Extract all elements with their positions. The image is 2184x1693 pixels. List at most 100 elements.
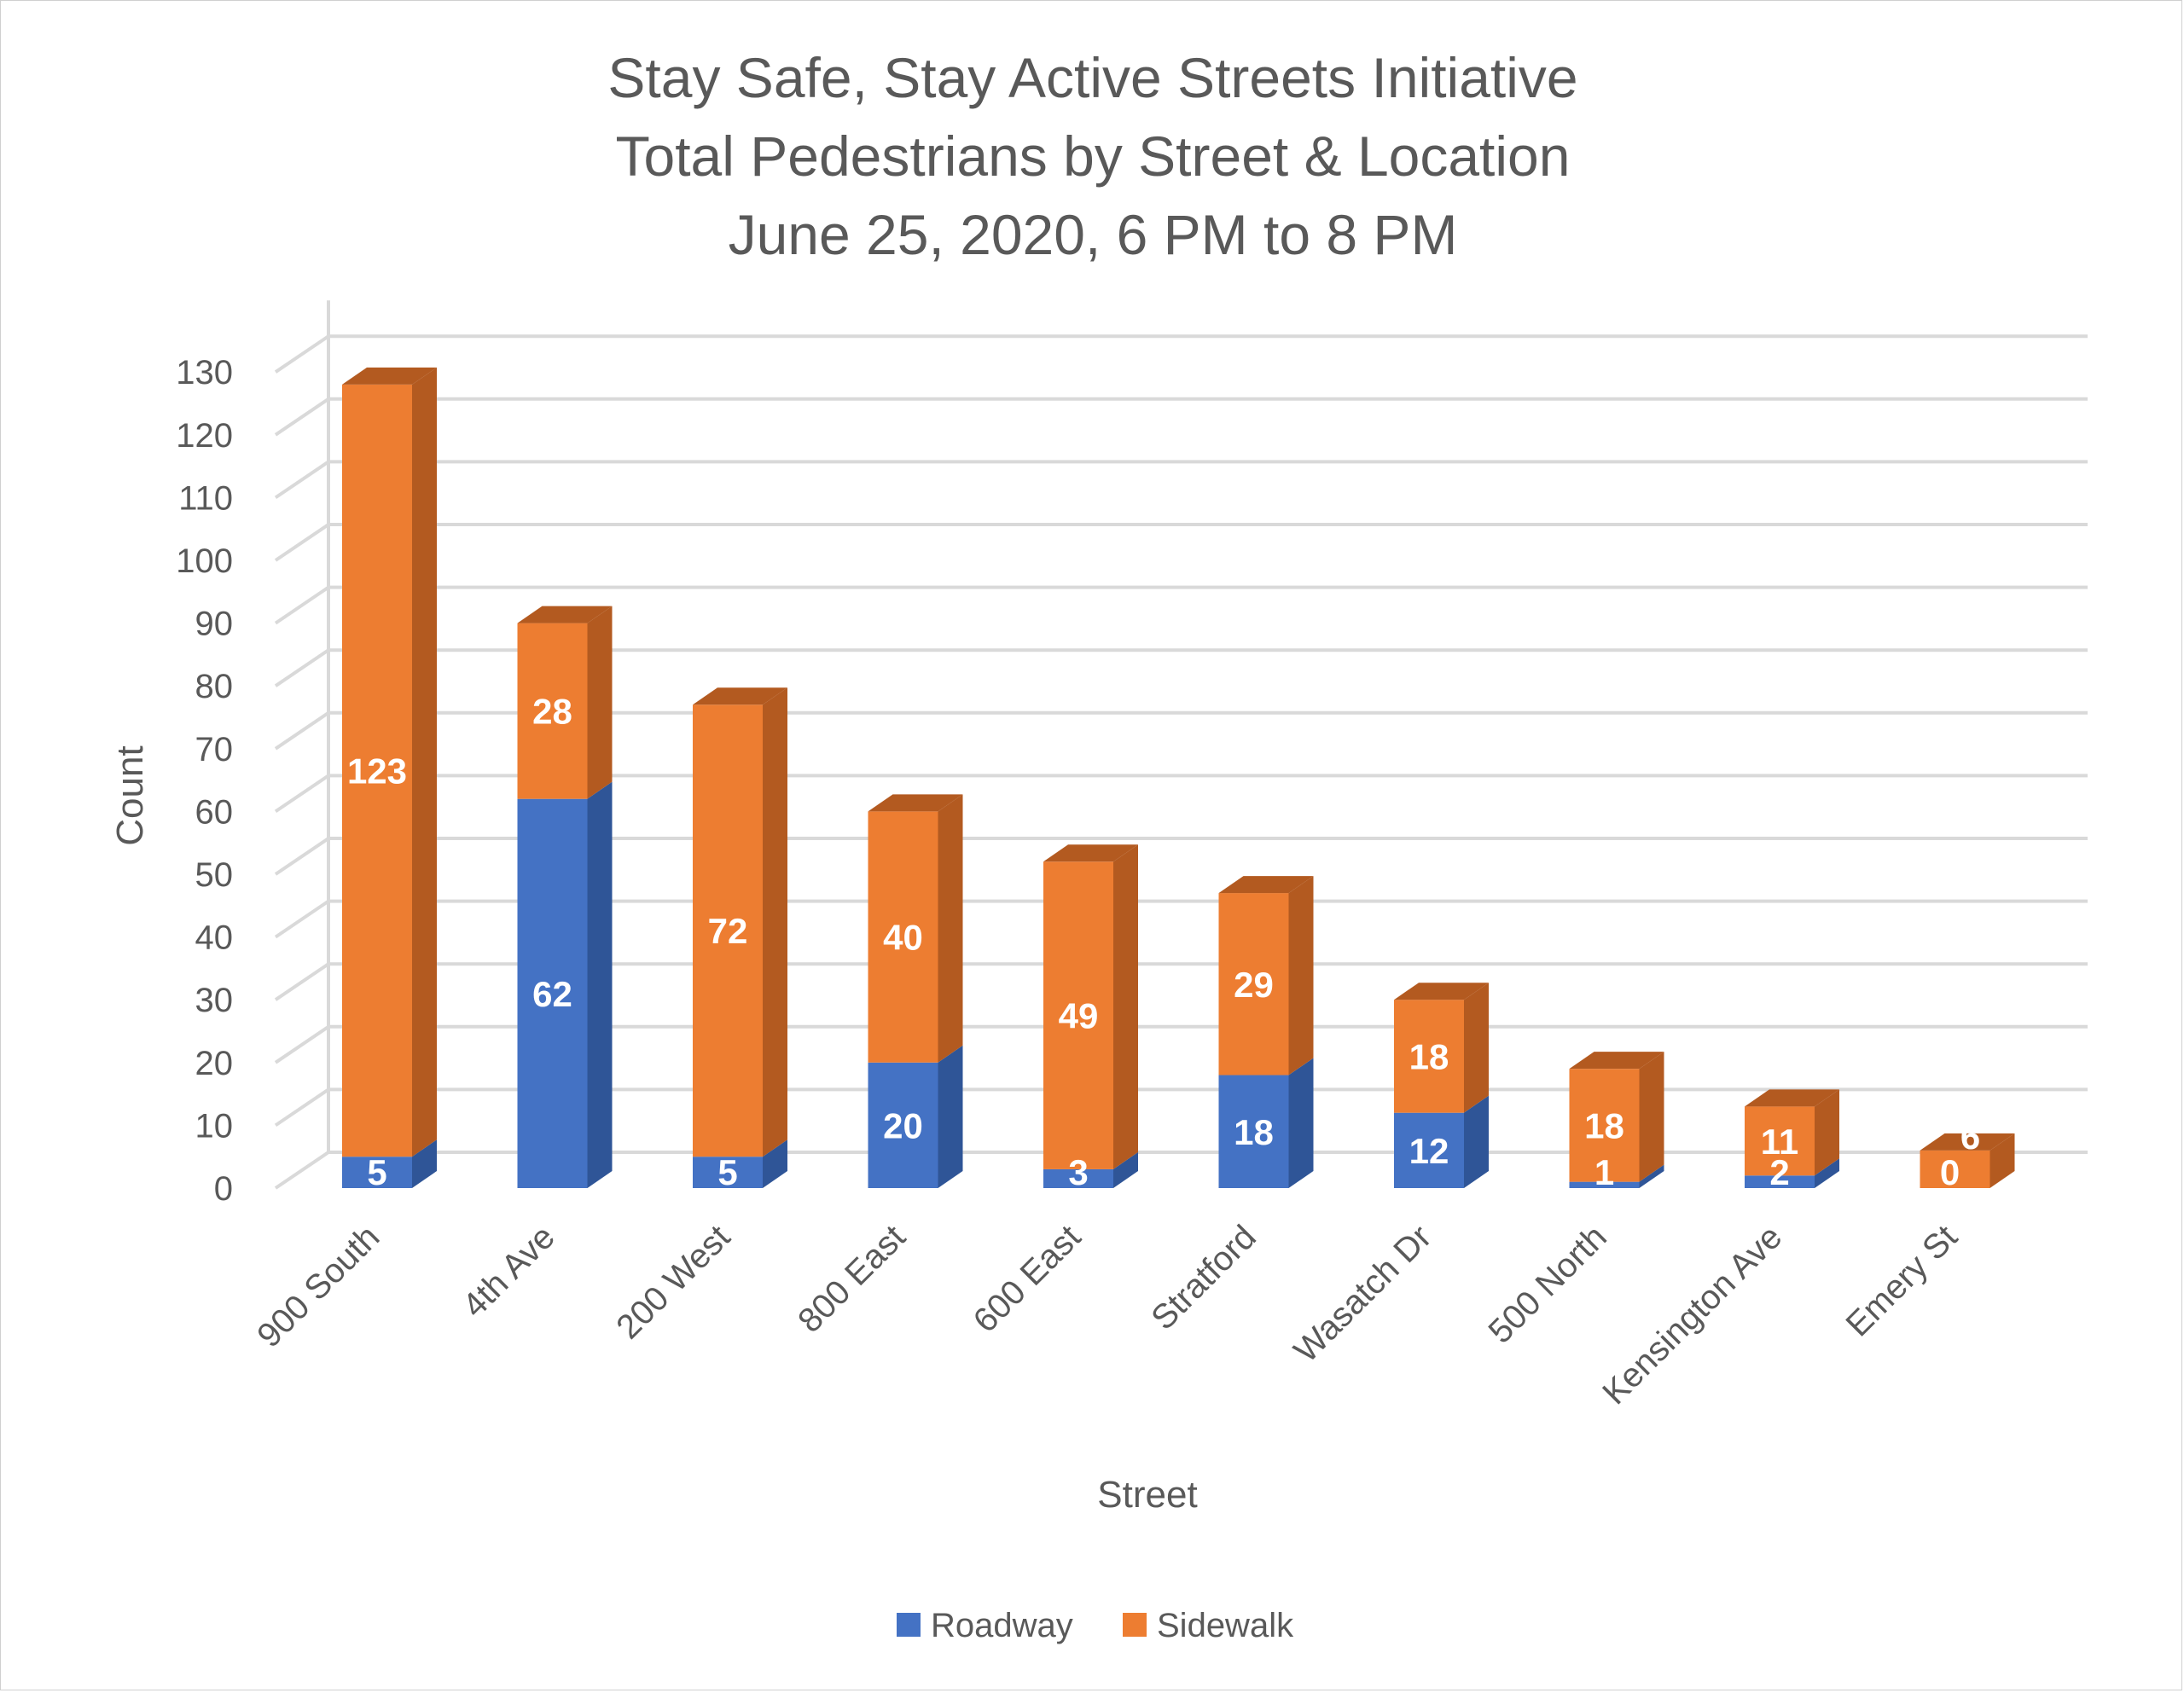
x-category-label: 600 East — [967, 1218, 1089, 1340]
bar-top — [1569, 1052, 1664, 1070]
bar-sidewalk-front — [342, 384, 412, 1157]
x-axis-title: Street — [1097, 1474, 1197, 1516]
data-label-sidewalk: 11 — [1761, 1122, 1798, 1162]
bar-roadway-front — [1569, 1181, 1640, 1188]
bar-roadway-front — [517, 798, 588, 1188]
bars — [342, 367, 2015, 1188]
bar-roadway-side — [1815, 1158, 1839, 1188]
bar-sidewalk-front — [1043, 861, 1113, 1169]
bar-sidewalk-front — [1569, 1069, 1640, 1182]
gridline-diagonal — [274, 837, 330, 876]
gridline-diagonal — [274, 711, 330, 751]
data-label-roadway: 5 — [717, 1152, 737, 1192]
bar-sidewalk-side — [1639, 1052, 1664, 1182]
x-category-label: 200 West — [609, 1218, 737, 1346]
data-label-roadway: 1 — [1594, 1152, 1614, 1192]
gridlines — [274, 300, 2088, 1190]
x-category-label: 4th Ave — [456, 1218, 562, 1325]
x-category-label: 800 East — [791, 1218, 913, 1340]
bar-roadway-side — [412, 1139, 437, 1188]
bar-roadway-side — [763, 1139, 787, 1188]
bar-sidewalk-side — [1815, 1089, 1839, 1176]
y-tick-label: 10 — [195, 1107, 234, 1145]
bar-roadway-side — [1464, 1095, 1489, 1188]
bar-sidewalk-front — [517, 623, 588, 799]
legend-label-roadway: Roadway — [931, 1607, 1073, 1644]
bar-top — [1043, 844, 1138, 862]
bar-roadway-front — [342, 1157, 412, 1188]
data-label-sidewalk: 49 — [1059, 996, 1099, 1036]
y-tick-label: 60 — [195, 793, 234, 831]
bar-sidewalk-front — [1218, 893, 1289, 1076]
data-label-sidewalk: 40 — [883, 918, 923, 958]
gridline-diagonal — [274, 397, 330, 437]
bar-roadway-front — [1218, 1075, 1289, 1188]
y-tick-label: 0 — [214, 1170, 233, 1208]
data-label-roadway: 18 — [1234, 1112, 1274, 1152]
y-tick-label: 30 — [195, 982, 234, 1019]
bar-roadway-side — [1288, 1058, 1314, 1188]
bar-top — [868, 794, 963, 812]
data-label-roadway: 5 — [367, 1152, 386, 1192]
gridline-diagonal — [274, 1025, 330, 1064]
bar-sidewalk-side — [1989, 1133, 2015, 1188]
data-label-roadway: 12 — [1409, 1131, 1449, 1171]
gridline-diagonal — [274, 460, 330, 500]
bar-top — [1745, 1089, 1839, 1107]
data-label-sidewalk: 28 — [532, 692, 572, 732]
bar-sidewalk-front — [1920, 1150, 1990, 1188]
bar-sidewalk-side — [763, 687, 787, 1157]
bar-top — [1394, 983, 1489, 1000]
y-tick-label: 120 — [176, 417, 233, 455]
bar-top — [1920, 1133, 2015, 1151]
data-label-roadway: 0 — [1940, 1152, 1960, 1192]
y-tick-label: 20 — [195, 1045, 234, 1082]
data-label-roadway: 62 — [532, 974, 572, 1014]
bar-roadway-side — [1639, 1164, 1664, 1188]
data-label-sidewalk: 18 — [1409, 1036, 1449, 1076]
y-tick-label: 100 — [176, 542, 233, 580]
legend: Roadway Sidewalk — [897, 1607, 1294, 1644]
x-category-label: Wasatch Dr — [1287, 1218, 1439, 1370]
gridline-diagonal — [274, 1087, 330, 1128]
y-axis-ticks: 0 10 20 30 40 50 60 70 80 90 100 110 120 130 — [176, 354, 233, 1208]
bar-roadway-front — [1394, 1112, 1464, 1188]
x-category-label: Stratford — [1144, 1218, 1263, 1337]
bar-top — [1218, 876, 1314, 894]
data-label-sidewalk: 123 — [347, 751, 407, 791]
data-label-sidewalk: 72 — [708, 911, 748, 951]
y-tick-label: 80 — [195, 668, 234, 705]
bar-sidewalk-front — [693, 704, 763, 1157]
gridline-diagonal — [274, 962, 330, 1001]
y-tick-label: 40 — [195, 919, 234, 957]
bar-sidewalk-side — [587, 606, 613, 799]
chart-title-line-2: Total Pedestrians by Street & Location — [616, 125, 1571, 188]
x-axis-categories: 900 South 4th Ave 200 West 800 East 600 East… — [250, 1218, 1965, 1412]
data-label-roadway: 20 — [883, 1105, 923, 1145]
bar-roadway-front — [693, 1157, 763, 1188]
bar-sidewalk-front — [1745, 1106, 1815, 1176]
data-label-sidewalk: 18 — [1584, 1105, 1624, 1145]
chart-title: Stay Safe, Stay Active Streets Initiativ… — [607, 46, 1577, 266]
bar-sidewalk-side — [412, 367, 437, 1157]
bar-sidewalk-front — [1394, 1000, 1464, 1113]
data-label-sidewalk: 29 — [1234, 965, 1274, 1005]
gridline-diagonal — [274, 1151, 330, 1190]
chart-title-line-3: June 25, 2020, 6 PM to 8 PM — [729, 203, 1458, 266]
legend-swatch-roadway — [897, 1613, 921, 1637]
gridline-diagonal — [274, 523, 330, 562]
data-labels: 5 123 62 28 5 72 20 40 3 49 18 29 12 18 1 18 211 06 — [347, 692, 1980, 1192]
bar-roadway-side — [587, 781, 613, 1188]
chart-title-line-1: Stay Safe, Stay Active Streets Initiativ… — [607, 46, 1577, 109]
x-category-label: Kensington Ave — [1595, 1218, 1789, 1412]
gridline-diagonal — [274, 774, 330, 814]
y-axis-title: Count — [109, 745, 151, 845]
bar-sidewalk-side — [1288, 876, 1314, 1076]
gridline-diagonal — [274, 648, 330, 687]
data-label-sidewalk: 6 — [1960, 1116, 1980, 1157]
bar-sidewalk-side — [1464, 983, 1489, 1113]
legend-swatch-sidewalk — [1123, 1613, 1147, 1637]
bar-roadway-front — [1043, 1168, 1113, 1188]
